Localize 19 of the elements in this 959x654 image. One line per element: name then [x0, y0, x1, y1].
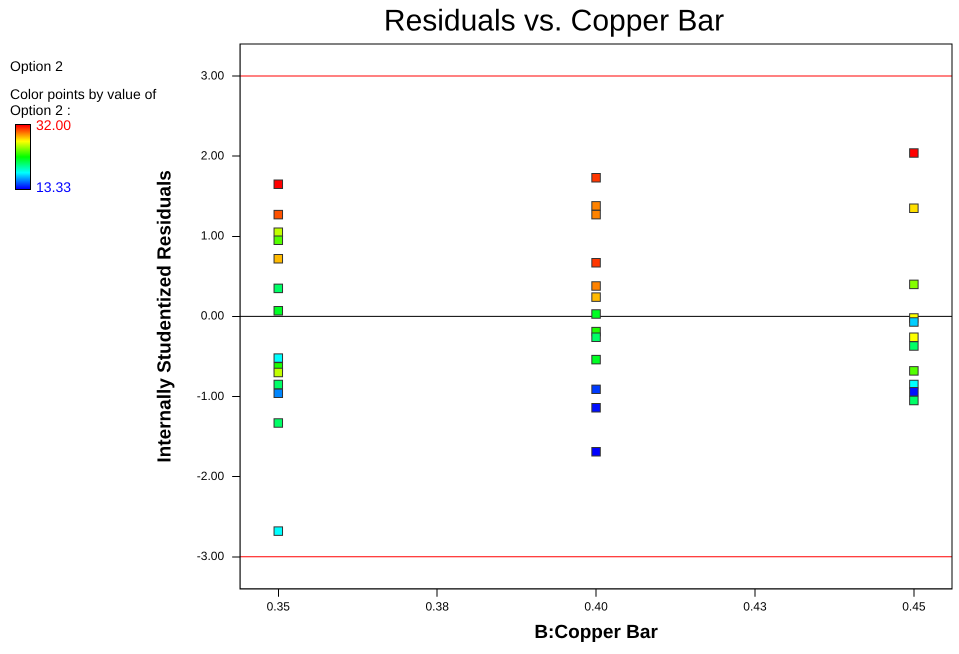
y-tick-label: -3.00: [196, 549, 224, 564]
text: Option 2: [10, 58, 64, 74]
chart-title: Residuals vs. Copper Bar: [384, 4, 724, 38]
x-axis-title: B:Copper Bar: [534, 622, 658, 643]
x-tick-label: 0.35: [266, 599, 290, 614]
x-tick-label: 0.45: [902, 599, 926, 614]
y-tick-label: -1.00: [196, 388, 224, 403]
y-tick-label: 1.00: [200, 228, 224, 243]
x-tick-label: 0.38: [426, 599, 450, 614]
y-axis-title: Internally Studentized Residuals: [154, 170, 176, 463]
y-tick-label: 0.00: [200, 308, 224, 323]
color-bar-label: 13.33: [36, 179, 72, 195]
y-tick-label: -2.00: [196, 468, 224, 483]
y-tick-label: 3.00: [200, 68, 224, 82]
x-tick-label: 0.43: [743, 599, 767, 614]
color-bar-title: Color points by value of Option 2 :: [10, 86, 158, 118]
x-tick-label: 0.40: [584, 599, 608, 614]
y-tick-label: 2.00: [200, 148, 224, 162]
color-bar-label: 32.00: [36, 117, 72, 133]
